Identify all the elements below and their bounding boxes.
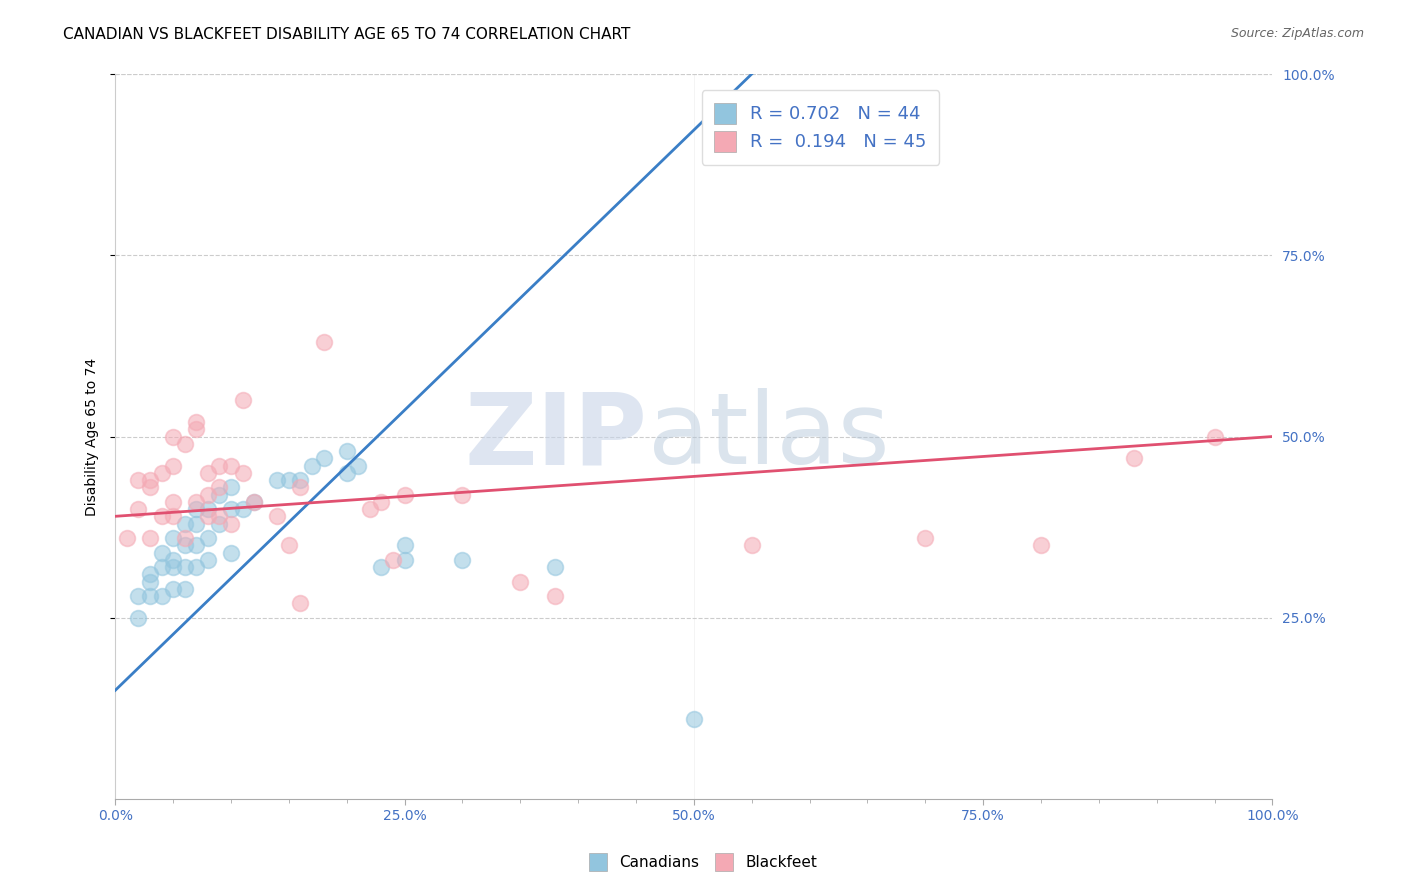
Point xyxy=(219,458,242,473)
Point xyxy=(186,560,208,574)
Point xyxy=(1204,429,1226,443)
Point xyxy=(741,538,763,552)
Point xyxy=(394,487,416,501)
Point xyxy=(173,582,195,596)
Point xyxy=(186,502,208,516)
Point xyxy=(219,516,242,531)
Point xyxy=(186,495,208,509)
Point xyxy=(290,480,312,494)
Y-axis label: Disability Age 65 to 74: Disability Age 65 to 74 xyxy=(86,358,100,516)
Point xyxy=(150,560,173,574)
Point xyxy=(266,473,288,487)
Point xyxy=(682,712,704,726)
Point xyxy=(914,531,936,545)
Point xyxy=(1029,538,1052,552)
Point xyxy=(232,502,254,516)
Point xyxy=(139,567,162,582)
Point xyxy=(186,422,208,436)
Point xyxy=(150,589,173,603)
Text: atlas: atlas xyxy=(648,388,889,485)
Point xyxy=(173,538,195,552)
Point xyxy=(232,466,254,480)
Point xyxy=(139,574,162,589)
Point xyxy=(197,466,219,480)
Point xyxy=(127,502,149,516)
Point xyxy=(544,589,567,603)
Point xyxy=(197,509,219,524)
Legend: Canadians, Blackfeet: Canadians, Blackfeet xyxy=(579,844,827,880)
Point xyxy=(173,516,195,531)
Point xyxy=(382,553,405,567)
Text: CANADIAN VS BLACKFEET DISABILITY AGE 65 TO 74 CORRELATION CHART: CANADIAN VS BLACKFEET DISABILITY AGE 65 … xyxy=(63,27,631,42)
Point xyxy=(115,531,138,545)
Point xyxy=(451,487,474,501)
Point xyxy=(290,596,312,610)
Point xyxy=(208,458,231,473)
Point xyxy=(162,582,184,596)
Point xyxy=(232,393,254,408)
Point xyxy=(266,509,288,524)
Point xyxy=(186,415,208,429)
Point xyxy=(139,589,162,603)
Point xyxy=(162,458,184,473)
Point xyxy=(162,509,184,524)
Point xyxy=(301,458,323,473)
Point xyxy=(139,480,162,494)
Point xyxy=(312,451,335,466)
Point xyxy=(243,495,266,509)
Point xyxy=(277,473,299,487)
Point xyxy=(509,574,531,589)
Text: ZIP: ZIP xyxy=(464,388,648,485)
Point xyxy=(219,502,242,516)
Point xyxy=(127,589,149,603)
Point xyxy=(162,429,184,443)
Point xyxy=(197,502,219,516)
Point xyxy=(394,538,416,552)
Point xyxy=(127,473,149,487)
Point xyxy=(370,495,392,509)
Point xyxy=(150,545,173,559)
Point xyxy=(394,553,416,567)
Point xyxy=(139,531,162,545)
Point xyxy=(336,444,359,458)
Point xyxy=(336,466,359,480)
Point xyxy=(208,487,231,501)
Point xyxy=(150,509,173,524)
Point xyxy=(127,611,149,625)
Point xyxy=(150,466,173,480)
Text: Source: ZipAtlas.com: Source: ZipAtlas.com xyxy=(1230,27,1364,40)
Point xyxy=(197,553,219,567)
Point xyxy=(162,560,184,574)
Point xyxy=(162,531,184,545)
Point xyxy=(173,531,195,545)
Legend: R = 0.702   N = 44, R =  0.194   N = 45: R = 0.702 N = 44, R = 0.194 N = 45 xyxy=(702,90,939,164)
Point xyxy=(544,560,567,574)
Point xyxy=(186,538,208,552)
Point xyxy=(347,458,370,473)
Point xyxy=(173,437,195,451)
Point xyxy=(162,495,184,509)
Point xyxy=(359,502,381,516)
Point xyxy=(277,538,299,552)
Point xyxy=(451,553,474,567)
Point xyxy=(173,560,195,574)
Point xyxy=(219,480,242,494)
Point xyxy=(208,509,231,524)
Point xyxy=(208,480,231,494)
Point xyxy=(370,560,392,574)
Point xyxy=(219,545,242,559)
Point xyxy=(197,531,219,545)
Point xyxy=(1122,451,1144,466)
Point xyxy=(290,473,312,487)
Point xyxy=(162,553,184,567)
Point xyxy=(197,487,219,501)
Point xyxy=(208,516,231,531)
Point xyxy=(139,473,162,487)
Point xyxy=(243,495,266,509)
Point xyxy=(312,335,335,350)
Point xyxy=(186,516,208,531)
